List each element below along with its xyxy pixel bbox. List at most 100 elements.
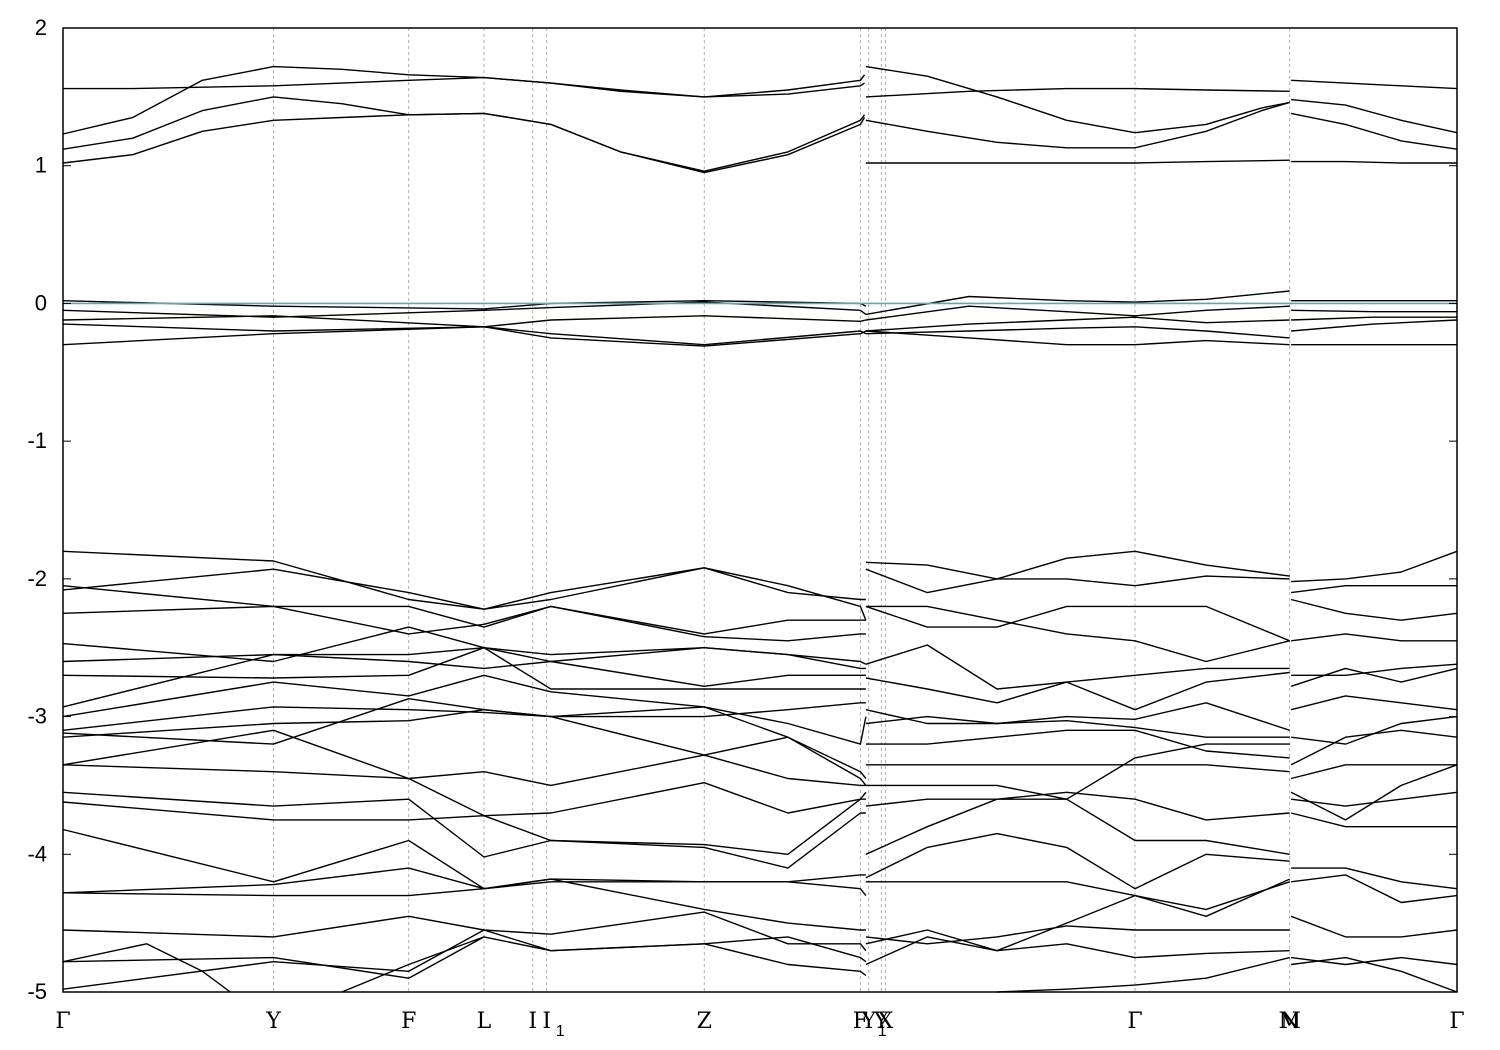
band-line-17 [62, 326, 867, 347]
band-line-32 [62, 626, 867, 665]
band-line-59 [865, 715, 1290, 738]
band-line-36 [62, 674, 867, 745]
band-line-83 [1290, 812, 1457, 828]
band-line-8 [865, 159, 1290, 164]
band-line-68 [865, 929, 1290, 959]
band-line-78 [1291, 715, 1458, 745]
y-tick-label: -5 [27, 979, 47, 1004]
band-line-19 [865, 305, 1290, 321]
band-line-2 [62, 65, 866, 135]
band-line-20 [865, 316, 1290, 332]
band-line-71 [1291, 550, 1458, 583]
band-line-47 [62, 911, 867, 952]
band-line-53 [865, 568, 1290, 594]
kpoint-label: Γ [55, 1009, 70, 1034]
band-line-41 [62, 729, 867, 817]
band-line-12 [1291, 160, 1457, 164]
band-line-33 [62, 647, 866, 670]
kpoint-label: I [542, 1009, 551, 1034]
band-line-31 [62, 605, 866, 642]
band-line-57 [865, 671, 1290, 711]
series-layer [62, 65, 1458, 993]
band-line-49 [62, 929, 867, 990]
band-line-45 [62, 867, 866, 894]
kpoint-label: F [853, 1009, 868, 1034]
band-line-85 [1291, 874, 1458, 904]
band-line-44 [62, 828, 867, 897]
band-line-74 [1291, 633, 1457, 642]
band-line-34 [62, 647, 866, 687]
band-line-46 [62, 878, 866, 931]
band-line-86 [1290, 915, 1458, 938]
band-line-16 [62, 323, 867, 346]
kpoint-label: Y [860, 1009, 876, 1034]
kpoint-label: Y [873, 1009, 889, 1034]
band-line-54 [865, 605, 1290, 642]
band-line-9 [1291, 79, 1458, 90]
band-line-50 [62, 943, 231, 993]
band-line-77 [1290, 695, 1458, 711]
y-axis: 2 1 0 -1 -2 -3 -4 -5 [27, 15, 1457, 1004]
band-line-7 [865, 101, 1290, 149]
band-line-35 [62, 647, 866, 708]
band-line-80 [1290, 764, 1457, 780]
band-line-73 [1290, 598, 1458, 621]
band-line-84 [1291, 867, 1458, 890]
band-line-60 [865, 729, 1290, 759]
band-line-29 [62, 567, 866, 610]
kpoint-label-subscript: 1 [878, 1023, 887, 1040]
band-line-18 [865, 290, 1290, 316]
kpoint-label-subscript: 1 [556, 1023, 565, 1040]
band-line-14 [62, 301, 867, 318]
band-line-43 [62, 801, 866, 869]
band-line-79 [1290, 729, 1458, 766]
plot-frame [62, 27, 1458, 993]
band-line-52 [865, 550, 1290, 580]
grid-layer [273, 28, 1291, 992]
band-line-75 [1291, 663, 1458, 676]
kpoint-label: X [878, 1009, 894, 1034]
band-line-6 [865, 87, 1290, 98]
band-line-69 [865, 878, 1290, 966]
y-tick-label: -2 [27, 566, 47, 591]
band-line-51 [341, 936, 485, 993]
band-line-25 [1291, 316, 1457, 321]
band-line-22 [865, 330, 1290, 346]
band-line-66 [865, 881, 1290, 911]
kpoint-label: F [401, 1009, 416, 1034]
band-line-26 [1291, 319, 1458, 332]
band-line-70 [996, 956, 1290, 993]
kpoint-label: I [528, 1009, 537, 1034]
band-line-56 [865, 644, 1290, 690]
band-line-65 [865, 832, 1290, 890]
kpoint-label: Z [697, 1009, 712, 1034]
band-line-81 [1290, 764, 1458, 821]
band-line-39 [62, 698, 867, 779]
band-line-61 [865, 764, 1290, 773]
kpoint-label: L [477, 1009, 492, 1034]
band-line-28 [62, 550, 867, 621]
kpoint-label: N [1280, 1009, 1299, 1034]
band-line-58 [865, 702, 1290, 731]
band-line-5 [865, 65, 1290, 134]
kpoint-label: M [1278, 1009, 1301, 1034]
y-tick-label: -1 [27, 428, 47, 453]
band-line-76 [1290, 667, 1458, 687]
band-line-72 [1291, 585, 1457, 594]
band-line-21 [865, 326, 1290, 339]
kpoint-label: Γ [1449, 1009, 1464, 1034]
y-tick-label: -4 [27, 841, 47, 866]
band-line-88 [1291, 956, 1458, 993]
y-tick-label: 0 [35, 290, 47, 315]
band-line-11 [1290, 112, 1458, 150]
y-tick-label: -3 [27, 704, 47, 729]
band-line-48 [62, 936, 867, 979]
band-line-63 [865, 791, 1290, 821]
y-tick-label: 1 [35, 153, 47, 178]
band-line-67 [865, 925, 1290, 945]
band-line-4 [62, 112, 866, 174]
band-line-64 [865, 798, 1290, 855]
kpoint-label: Γ [1127, 1009, 1142, 1034]
